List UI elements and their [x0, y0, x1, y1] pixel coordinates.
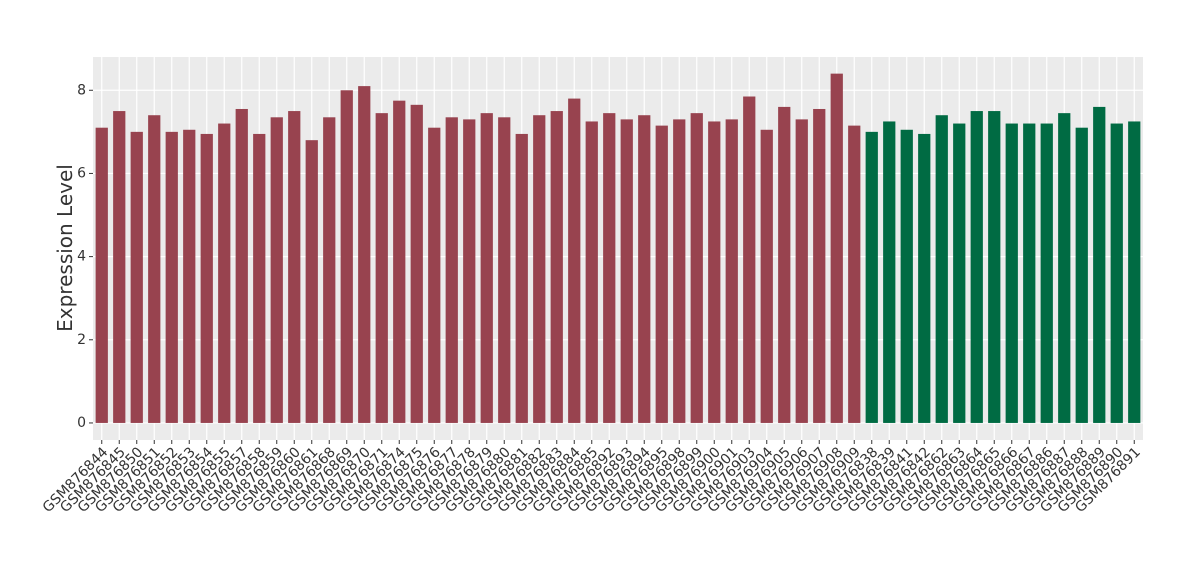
y-axis-title: Expression Level	[53, 164, 77, 332]
bar	[673, 119, 686, 423]
y-tick-label: 0	[77, 415, 86, 431]
bar	[655, 125, 668, 423]
bar	[953, 123, 966, 423]
y-tick-label: 6	[77, 165, 86, 181]
bar	[638, 115, 651, 423]
bar	[760, 129, 773, 423]
panel	[93, 57, 1143, 440]
bar	[550, 111, 563, 423]
bar	[813, 108, 826, 423]
bar	[95, 127, 108, 423]
bar	[515, 133, 528, 423]
bar	[288, 111, 301, 423]
bar	[480, 113, 493, 423]
bar	[445, 117, 458, 423]
bar	[393, 100, 406, 423]
bar	[1075, 127, 1088, 423]
bar	[795, 119, 808, 423]
bar	[323, 117, 336, 423]
bar	[988, 111, 1001, 423]
bar	[865, 131, 878, 423]
bar	[1058, 113, 1071, 423]
y-tick-label: 2	[77, 332, 86, 348]
bar	[1128, 121, 1141, 423]
bar	[1005, 123, 1018, 423]
bar	[1110, 123, 1123, 423]
bar	[1023, 123, 1036, 423]
bar	[148, 115, 161, 423]
bar	[113, 111, 126, 423]
bar	[270, 117, 283, 423]
bar	[778, 106, 791, 423]
bar	[848, 125, 861, 423]
bar	[463, 119, 476, 423]
y-tick-label: 8	[77, 82, 86, 98]
bar	[200, 133, 213, 423]
bar	[375, 113, 388, 423]
bar	[165, 131, 178, 423]
bar	[1093, 106, 1106, 423]
bar	[743, 96, 756, 423]
bar	[900, 129, 913, 423]
bar	[410, 104, 423, 423]
bar	[620, 119, 633, 423]
bar	[305, 140, 318, 423]
bar	[183, 129, 196, 423]
bar	[603, 113, 616, 423]
bar	[253, 133, 266, 423]
bar	[830, 73, 843, 423]
bar	[340, 90, 353, 423]
bar	[970, 111, 983, 423]
bar	[235, 108, 248, 423]
bar	[725, 119, 738, 423]
bar	[568, 98, 581, 423]
bar	[708, 121, 721, 423]
bar	[918, 133, 931, 423]
y-tick-label: 4	[77, 249, 86, 265]
bar	[428, 127, 441, 423]
bar	[498, 117, 511, 423]
bar	[690, 113, 703, 423]
bar	[1040, 123, 1053, 423]
bar	[218, 123, 231, 423]
bar	[130, 131, 143, 423]
bar	[533, 115, 546, 423]
bar	[935, 115, 948, 423]
bar	[585, 121, 598, 423]
bar	[358, 86, 371, 423]
bar	[883, 121, 896, 423]
